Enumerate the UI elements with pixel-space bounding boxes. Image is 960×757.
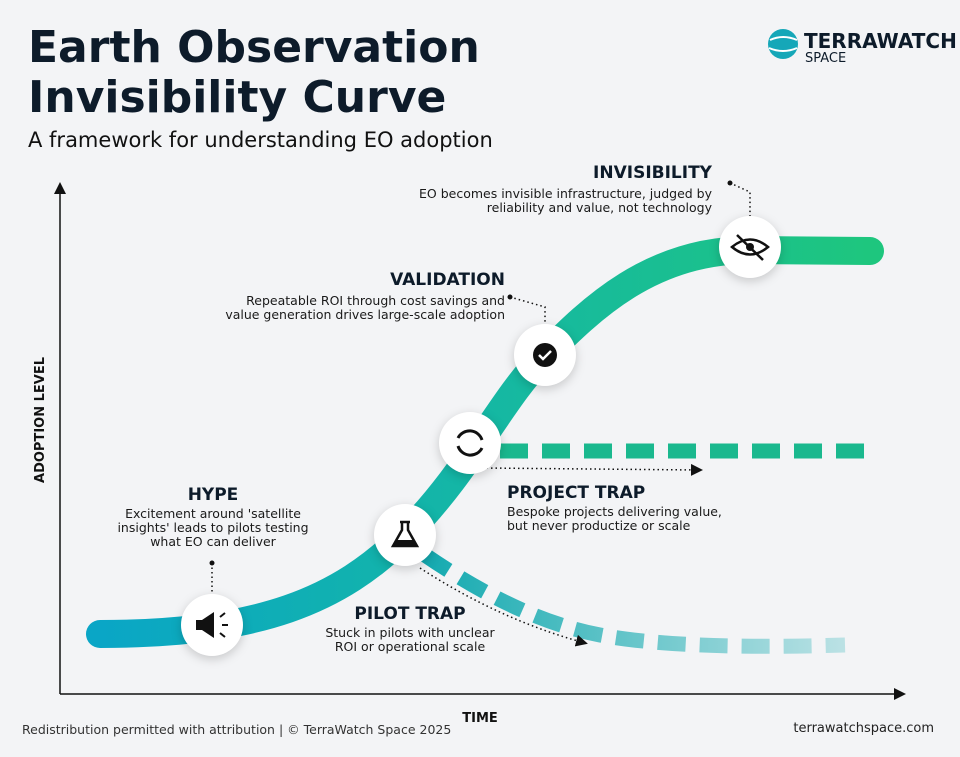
arrow — [481, 463, 703, 476]
pilot-trap-line — [420, 548, 846, 654]
y-axis-label: ADOPTION LEVEL — [33, 357, 48, 483]
stage-description: EO becomes invisible infrastructure, jud… — [419, 186, 713, 201]
stage-description: what EO can deliver — [150, 534, 276, 549]
stage-title: PROJECT TRAP — [507, 483, 645, 503]
subtitle: A framework for understanding EO adoptio… — [28, 128, 493, 152]
stage-description: but never productize or scale — [507, 518, 691, 533]
stage-description: reliability and value, not technology — [487, 200, 713, 215]
logo-globe — [768, 29, 798, 59]
stage-node — [719, 216, 781, 278]
stage-node — [439, 412, 501, 474]
stage-title: HYPE — [188, 485, 239, 505]
x-axis-label: TIME — [462, 711, 498, 726]
footer-left: Redistribution permitted with attributio… — [22, 722, 451, 737]
title-line: Invisibility Curve — [28, 72, 446, 123]
stage-description: ROI or operational scale — [335, 639, 486, 654]
stage-labels: INVISIBILITY EO becomes invisible infrast… — [117, 163, 721, 654]
logo-sub: SPACE — [805, 51, 846, 66]
stage-description: Stuck in pilots with unclear — [325, 625, 495, 640]
stage-description: Excitement around 'satellite — [125, 506, 301, 521]
logo-name: TERRAWATCH — [804, 29, 957, 53]
stage-title: INVISIBILITY — [593, 163, 713, 183]
stage-node — [514, 324, 576, 386]
title-line: Earth Observation — [28, 22, 480, 73]
logo: TERRAWATCH SPACE — [768, 29, 957, 66]
footer-right: terrawatchspace.com — [793, 721, 934, 736]
stage-description: insights' leads to pilots testing — [117, 520, 308, 535]
stage-description: value generation drives large-scale adop… — [225, 307, 505, 322]
stage-description: Bespoke projects delivering value, — [507, 504, 722, 519]
stage-title: PILOT TRAP — [354, 604, 465, 624]
stage-node — [181, 594, 243, 656]
stage-description: Repeatable ROI through cost savings and — [246, 293, 505, 308]
leader — [509, 296, 546, 325]
stage-title: VALIDATION — [390, 270, 505, 290]
stage-node — [374, 504, 436, 566]
